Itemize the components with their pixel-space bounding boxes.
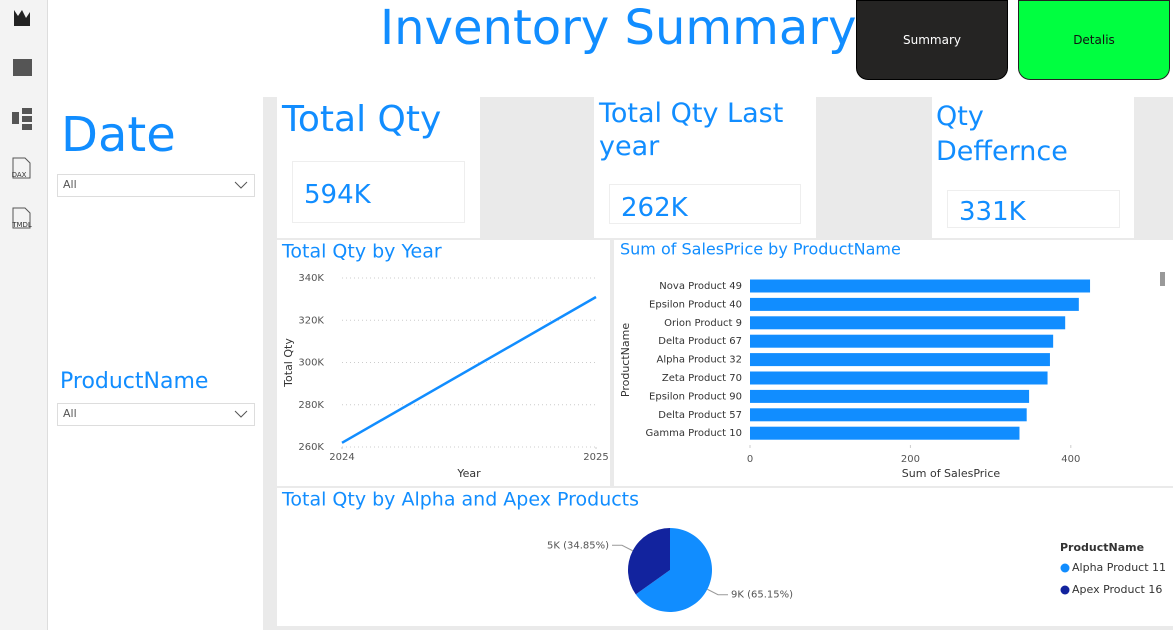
chart-title: Total Qty by Alpha and Apex Products — [281, 489, 639, 511]
product-dropdown[interactable]: All — [57, 403, 255, 426]
bar — [750, 371, 1048, 385]
product-dropdown-value: All — [63, 407, 77, 420]
y-tick-label: Epsilon Product 90 — [649, 391, 742, 402]
bar — [750, 316, 1066, 330]
bar — [750, 408, 1027, 422]
tmdl-icon[interactable] — [12, 207, 31, 229]
card-title: Total Qty Last year — [599, 98, 784, 162]
data-label: 5K (34.85%) — [547, 540, 609, 551]
page-title: Inventory Summary — [380, 0, 857, 56]
card: Total Qty 594K — [277, 97, 480, 238]
bar — [750, 353, 1050, 367]
model-icon[interactable] — [12, 108, 32, 130]
y-tick-label: Alpha Product 32 — [657, 355, 742, 366]
leader-line — [612, 544, 633, 552]
x-tick-label: 400 — [1061, 454, 1080, 465]
card: Total Qty Last year 262K — [594, 97, 816, 238]
x-tick-label: 2024 — [329, 452, 354, 463]
card-title: Qty Deffernce — [936, 101, 1068, 167]
report-icon[interactable] — [14, 10, 30, 26]
x-tick-label: 0 — [747, 454, 753, 465]
y-tick-label: Delta Product 67 — [658, 336, 742, 347]
legend-marker — [1060, 585, 1070, 595]
bar — [750, 297, 1079, 311]
y-tick-label: 280K — [298, 400, 324, 411]
bar — [750, 389, 1030, 403]
pie-slice — [635, 528, 712, 612]
y-tick-label: Epsilon Product 40 — [649, 299, 742, 310]
y-tick-label: Gamma Product 10 — [645, 428, 742, 439]
card-title: Total Qty — [282, 99, 442, 140]
sidebar-icons: DAX TMDL — [11, 10, 32, 229]
date-dropdown[interactable]: All — [57, 174, 255, 197]
x-tick-label: 200 — [901, 454, 920, 465]
filter-panel: Date All ProductName All — [48, 97, 263, 630]
y-tick-label: 340K — [298, 273, 324, 284]
y-tick-label: Zeta Product 70 — [662, 373, 742, 384]
legend-label: Alpha Product 11 — [1072, 561, 1166, 574]
chevron — [234, 410, 248, 418]
date-dropdown-value: All — [63, 178, 77, 191]
chevron — [234, 181, 248, 189]
line-chart: Total Qty by Year 260K 280K 300K 320K 340K 202… — [277, 240, 610, 486]
details-button[interactable]: Detalis — [1018, 0, 1170, 80]
dax-icon[interactable] — [12, 157, 31, 179]
y-tick-label: 260K — [298, 442, 324, 453]
y-axis-label: Total Qty — [282, 338, 295, 388]
leader-line — [707, 588, 728, 596]
card-value: 262K — [609, 184, 801, 224]
tmdl-label: TMDL — [11, 221, 32, 229]
y-tick-label: Orion Product 9 — [664, 318, 742, 329]
card-value: 331K — [947, 190, 1120, 228]
x-axis-label: Year — [456, 467, 481, 480]
dax-label: DAX — [12, 171, 27, 179]
legend-label: Apex Product 16 — [1072, 583, 1162, 596]
table-icon[interactable] — [13, 59, 32, 76]
data-label: 9K (65.15%) — [731, 590, 793, 601]
line-series — [341, 295, 597, 444]
legend-title: ProductName — [1060, 541, 1144, 554]
y-tick-label: 300K — [298, 358, 324, 369]
bar — [750, 334, 1054, 348]
card: Qty Deffernce 331K — [932, 97, 1134, 238]
sidebar: DAX TMDL — [0, 0, 48, 630]
chart-title: Sum of SalesPrice by ProductName — [620, 240, 901, 259]
x-axis-label: Sum of SalesPrice — [902, 467, 1001, 480]
pie-chart: Total Qty by Alpha and Apex Products 9K (… — [277, 488, 1173, 626]
summary-button[interactable]: Summary — [856, 0, 1008, 80]
scrollbar — [1160, 272, 1165, 286]
bar-chart: Sum of SalesPrice by ProductName 0 200 400 N… — [614, 240, 1173, 486]
date-filter-label: Date — [61, 107, 176, 163]
bar — [750, 279, 1091, 293]
legend-marker — [1060, 563, 1070, 573]
pie-slice — [628, 528, 670, 595]
y-tick-label: Delta Product 57 — [658, 410, 742, 421]
card-value: 594K — [292, 161, 465, 223]
product-filter-label: ProductName — [60, 369, 209, 394]
y-axis-label: ProductName — [619, 323, 632, 397]
x-tick-label: 2025 — [583, 452, 608, 463]
chart-title: Total Qty by Year — [281, 241, 442, 263]
y-tick-label: 320K — [298, 315, 324, 326]
bar — [750, 426, 1020, 440]
y-tick-label: Nova Product 49 — [659, 281, 742, 292]
